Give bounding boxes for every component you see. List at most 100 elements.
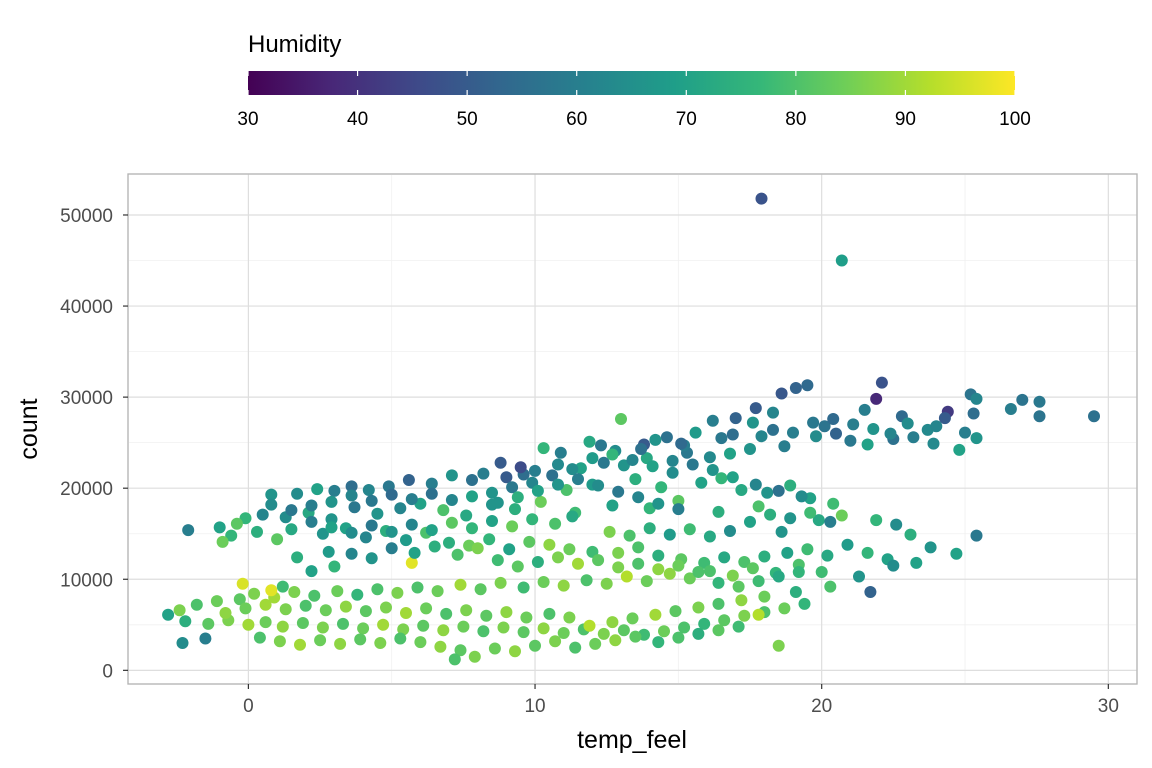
data-point — [1033, 410, 1046, 423]
data-point — [365, 494, 378, 507]
data-point — [162, 608, 175, 621]
data-point — [887, 559, 900, 572]
data-point — [509, 503, 521, 516]
data-point — [182, 524, 195, 537]
data-point — [726, 569, 739, 582]
data-point — [861, 438, 874, 451]
data-point — [870, 514, 883, 527]
data-point — [394, 632, 407, 645]
data-point — [314, 634, 327, 647]
data-point — [328, 484, 341, 497]
data-point — [1088, 410, 1100, 423]
data-point — [870, 392, 883, 405]
data-point — [316, 621, 329, 634]
data-point — [554, 446, 567, 459]
data-point — [738, 556, 751, 568]
data-point — [400, 607, 412, 619]
y-tick-label: 30000 — [60, 388, 113, 409]
data-point — [213, 521, 226, 534]
data-point — [950, 547, 963, 560]
data-point — [445, 494, 458, 506]
data-point — [253, 631, 266, 644]
data-point — [592, 479, 605, 492]
data-point — [359, 531, 372, 544]
data-point — [506, 520, 519, 533]
data-point — [276, 620, 289, 633]
data-point — [781, 546, 794, 559]
y-axis-title: count — [15, 398, 43, 459]
data-point — [454, 644, 467, 657]
data-point — [735, 594, 748, 607]
data-point — [325, 495, 338, 508]
data-point — [460, 509, 473, 522]
data-point — [537, 576, 550, 588]
colorbar-tick-label: 60 — [566, 109, 587, 130]
data-point — [938, 412, 951, 425]
data-point — [732, 580, 745, 593]
data-point — [615, 413, 627, 425]
data-point — [454, 578, 467, 591]
data-point — [529, 464, 541, 477]
data-point — [801, 543, 814, 556]
data-point — [1033, 395, 1046, 408]
data-point — [374, 637, 387, 649]
data-point — [219, 607, 232, 619]
data-point — [509, 645, 521, 658]
data-point — [517, 626, 530, 639]
data-point — [523, 535, 536, 548]
data-point — [451, 548, 464, 561]
data-point — [299, 599, 312, 612]
data-point — [377, 618, 390, 631]
colorbar-labels: 30 40 50 60 70 80 90 100 — [237, 109, 1030, 130]
data-point — [230, 517, 243, 530]
data-point — [457, 620, 470, 633]
data-point — [778, 602, 791, 615]
data-point — [486, 486, 498, 499]
data-point — [259, 598, 272, 611]
data-point — [437, 624, 450, 637]
data-point — [712, 505, 725, 518]
data-point — [672, 494, 685, 507]
data-point — [620, 570, 633, 583]
data-point — [405, 493, 418, 506]
data-point — [316, 527, 329, 540]
data-point — [749, 402, 762, 415]
data-point — [531, 556, 544, 568]
data-point — [712, 576, 725, 589]
data-point — [179, 615, 192, 628]
data-point — [801, 379, 814, 392]
data-point — [858, 403, 871, 416]
data-point — [448, 653, 461, 666]
colorbar-tick-label: 40 — [347, 109, 368, 130]
data-point — [531, 484, 544, 497]
colorbar-tick-label: 30 — [237, 109, 258, 130]
data-point — [924, 541, 937, 554]
data-point — [606, 616, 619, 629]
data-point — [466, 474, 478, 486]
data-point — [520, 611, 533, 624]
data-point — [494, 456, 507, 469]
data-point — [491, 496, 504, 509]
data-point — [431, 585, 444, 598]
y-tick-label: 40000 — [60, 297, 113, 318]
data-point — [351, 588, 364, 601]
data-point — [904, 528, 917, 541]
data-point — [517, 581, 530, 594]
data-point — [311, 483, 324, 496]
data-point — [732, 620, 745, 633]
data-point — [425, 477, 438, 490]
data-point — [592, 554, 605, 567]
data-point — [322, 545, 335, 558]
data-point — [408, 546, 421, 559]
data-point — [345, 489, 358, 502]
data-point — [652, 549, 665, 562]
data-point — [772, 639, 785, 652]
data-point — [437, 504, 450, 517]
data-point — [486, 515, 498, 527]
data-point — [853, 570, 865, 583]
data-point — [288, 586, 301, 598]
data-point — [784, 479, 797, 492]
data-point — [411, 581, 424, 594]
data-point — [755, 192, 768, 205]
data-point — [440, 607, 453, 620]
